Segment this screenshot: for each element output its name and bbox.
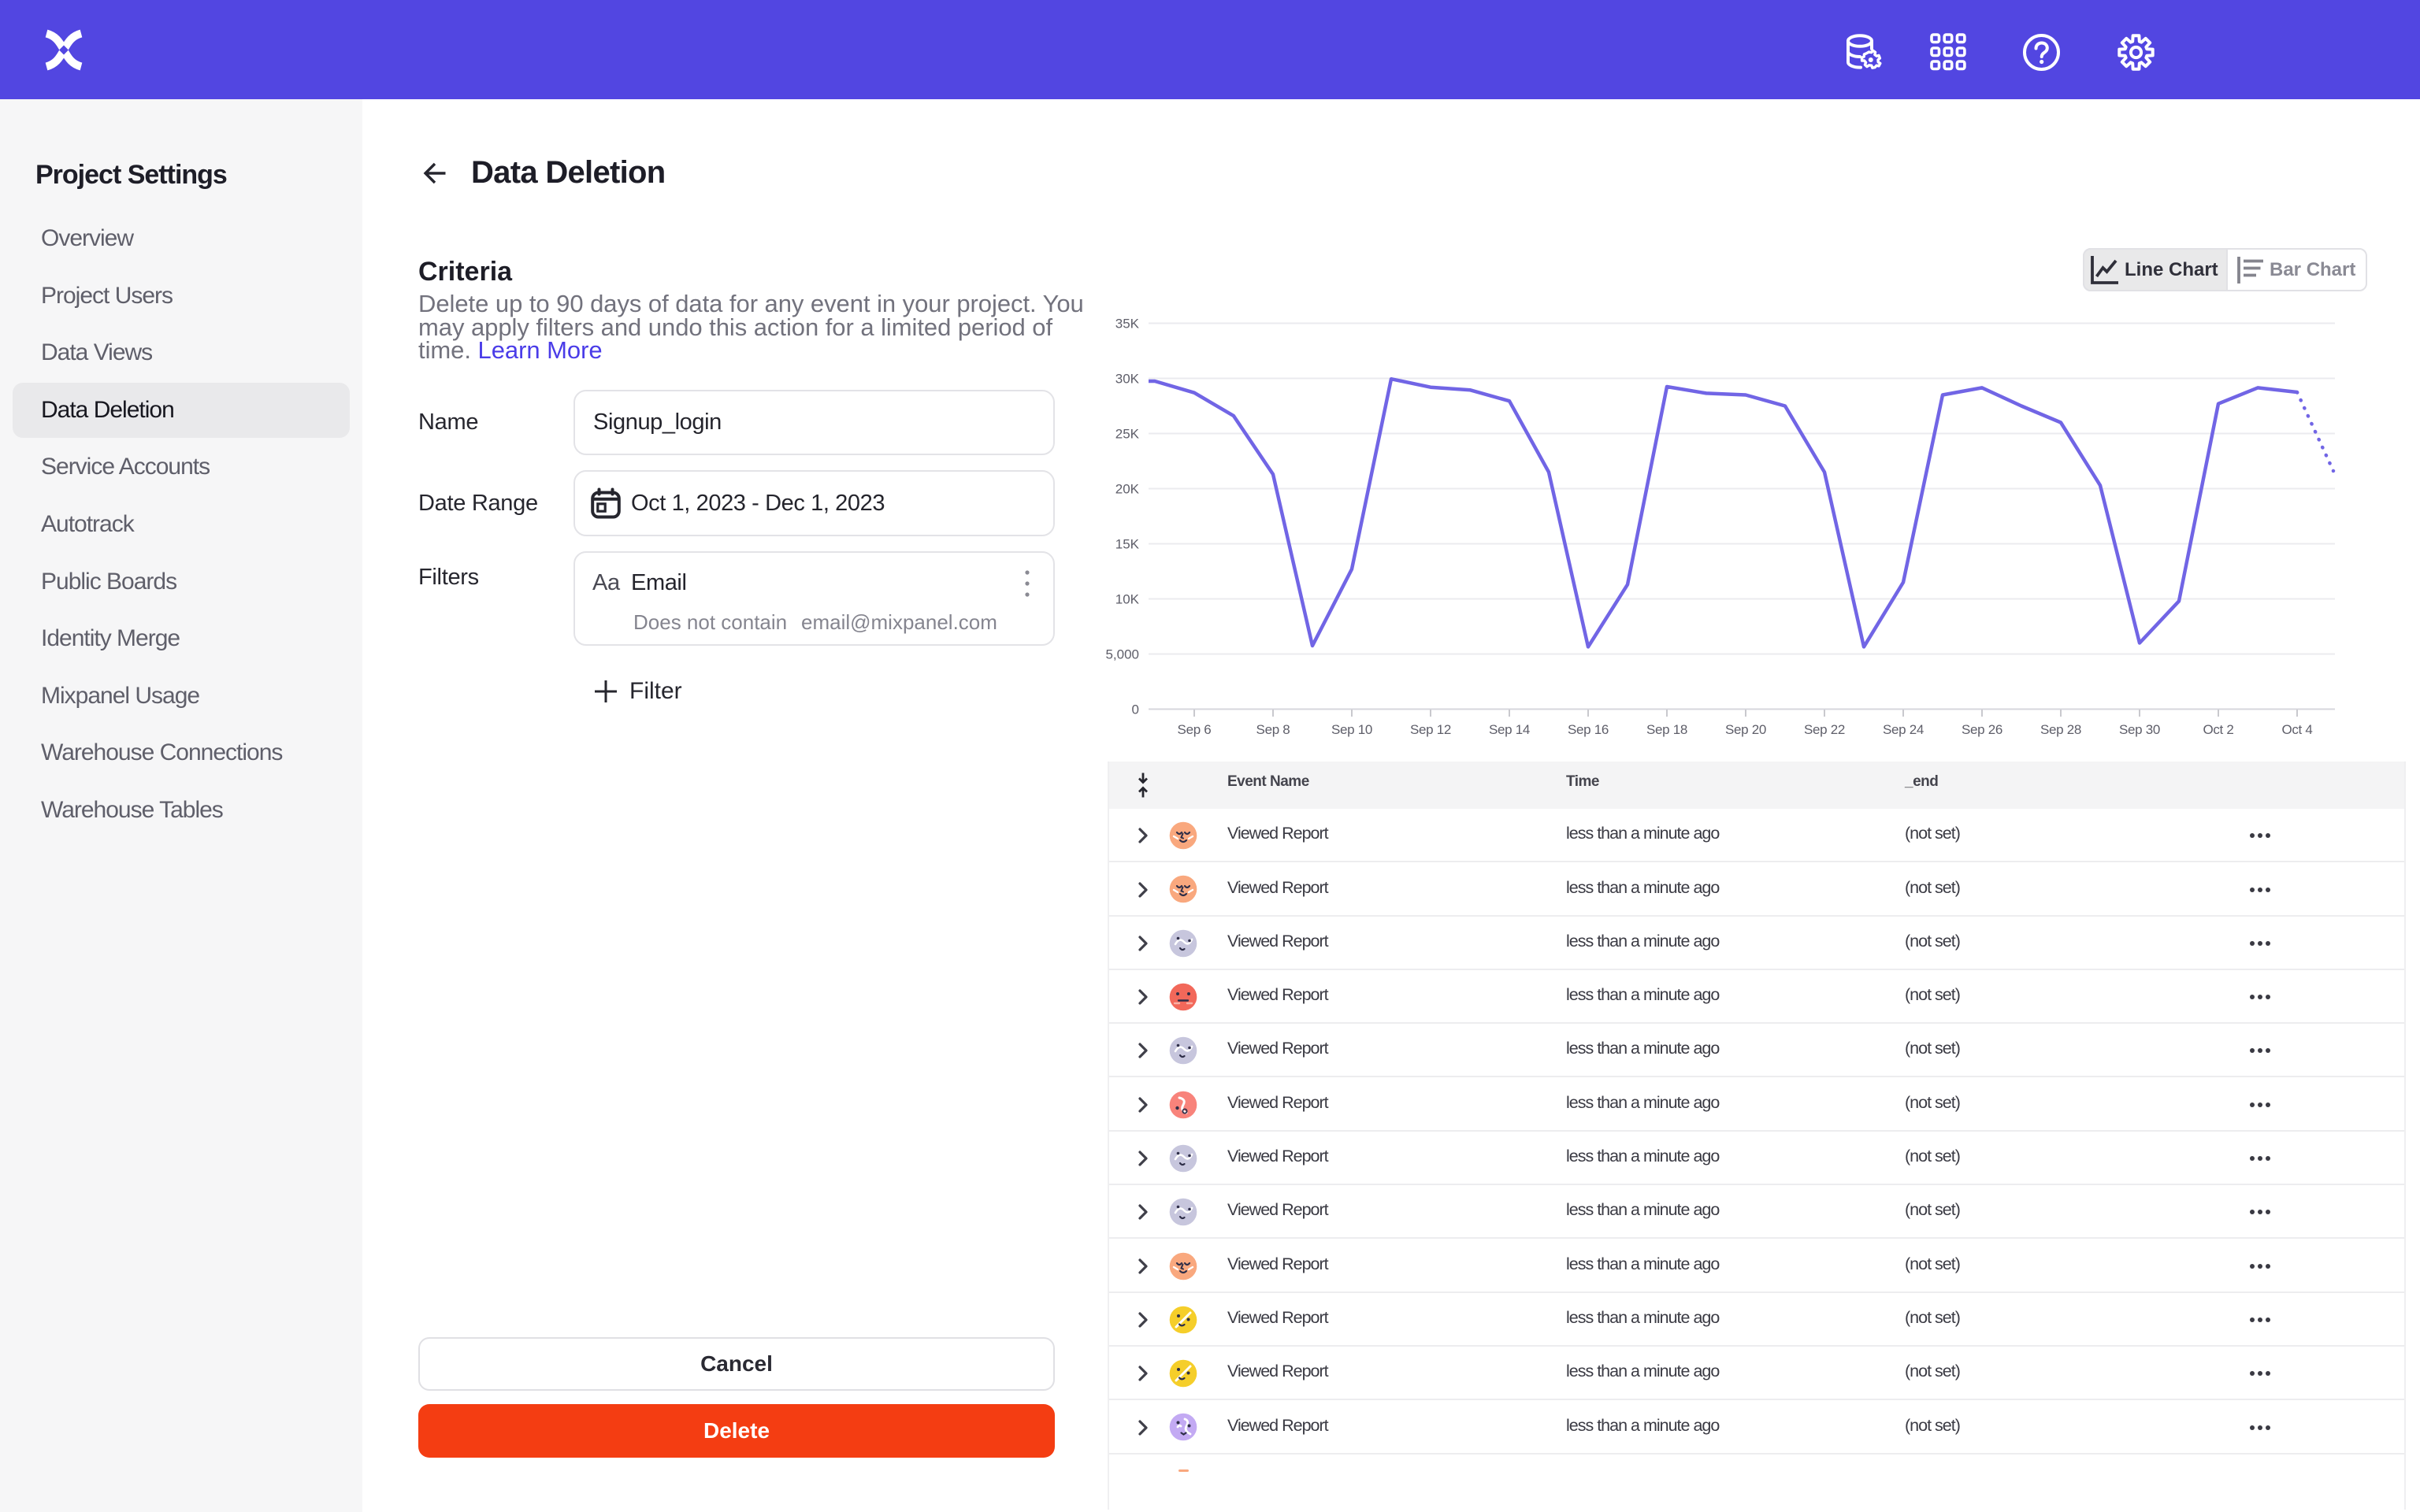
svg-text:Oct 4: Oct 4 bbox=[2281, 722, 2312, 737]
svg-text:Sep 14: Sep 14 bbox=[1489, 722, 1530, 737]
svg-text:15K: 15K bbox=[1115, 537, 1140, 552]
svg-text:Sep 26: Sep 26 bbox=[1962, 722, 2002, 737]
svg-text:Oct 2: Oct 2 bbox=[2203, 722, 2233, 737]
svg-text:0: 0 bbox=[1132, 702, 1139, 717]
svg-text:35K: 35K bbox=[1115, 317, 1140, 332]
svg-text:25K: 25K bbox=[1115, 427, 1140, 442]
svg-text:Sep 22: Sep 22 bbox=[1804, 722, 1845, 737]
svg-text:Sep 24: Sep 24 bbox=[1883, 722, 1924, 737]
svg-text:Sep 30: Sep 30 bbox=[2119, 722, 2160, 737]
svg-text:Sep 12: Sep 12 bbox=[1410, 722, 1451, 737]
svg-text:20K: 20K bbox=[1115, 482, 1140, 497]
svg-text:30K: 30K bbox=[1115, 372, 1140, 387]
svg-text:Sep 8: Sep 8 bbox=[1256, 722, 1290, 737]
svg-text:Sep 16: Sep 16 bbox=[1568, 722, 1609, 737]
svg-text:Sep 18: Sep 18 bbox=[1646, 722, 1687, 737]
svg-text:5,000: 5,000 bbox=[1105, 647, 1139, 662]
svg-text:Sep 28: Sep 28 bbox=[2040, 722, 2081, 737]
svg-text:Sep 20: Sep 20 bbox=[1725, 722, 1766, 737]
svg-text:Sep 6: Sep 6 bbox=[1178, 722, 1212, 737]
svg-text:Sep 10: Sep 10 bbox=[1331, 722, 1372, 737]
svg-text:10K: 10K bbox=[1115, 592, 1140, 607]
